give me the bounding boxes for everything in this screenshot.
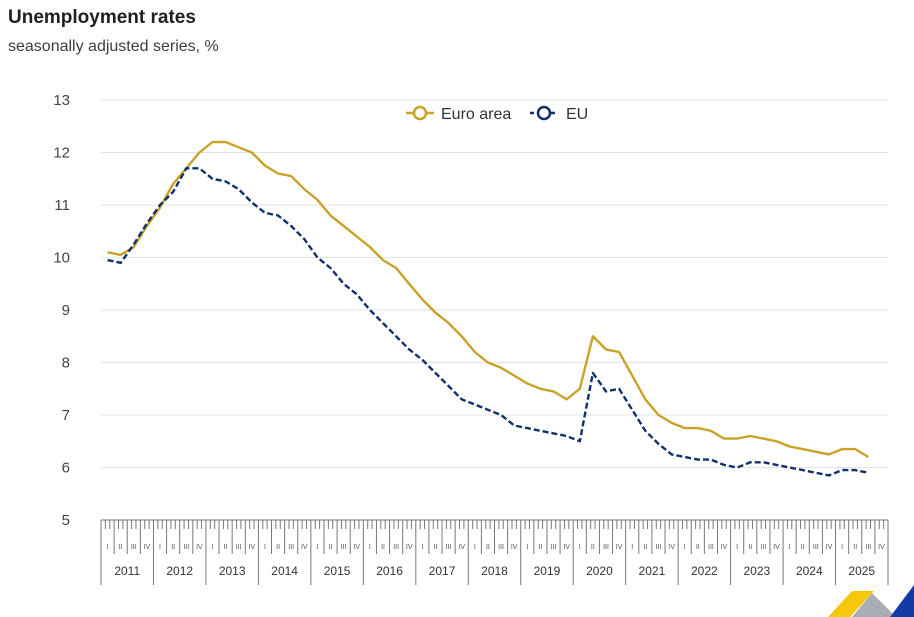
x-quarter-label: IV [196, 544, 203, 551]
series-euro-area-line [107, 140, 869, 459]
y-tick-label: 6 [62, 460, 70, 477]
x-quarter-label: III [603, 544, 609, 551]
x-quarter-label: IV [458, 544, 465, 551]
x-year-label: 2011 [114, 564, 140, 578]
x-year-label: 2019 [534, 564, 561, 578]
x-quarter-label: II [801, 544, 805, 551]
x-quarter-label: IV [406, 544, 413, 551]
x-quarter-label: IV [721, 544, 728, 551]
x-quarter-label: I [684, 544, 686, 551]
legend-euro-area-label: Euro area [441, 106, 511, 123]
x-quarter-label: III [656, 544, 662, 551]
legend-eu-label: EU [566, 106, 588, 123]
x-quarter-label: III [760, 544, 766, 551]
x-year-label: 2021 [639, 564, 666, 578]
y-tick-label: 10 [53, 250, 70, 267]
x-quarter-label: IV [144, 544, 151, 551]
x-quarter-label: II [486, 544, 490, 551]
x-quarter-label: IV [616, 544, 623, 551]
x-quarter-label: III [498, 544, 504, 551]
x-quarter-label: III [708, 544, 714, 551]
x-quarter-label: I [421, 544, 423, 551]
x-quarter-label: III [288, 544, 294, 551]
x-quarter-label: IV [826, 544, 833, 551]
x-year-label: 2020 [586, 564, 613, 578]
x-year-label: 2015 [324, 564, 351, 578]
series-lines [107, 140, 869, 477]
x-quarter-label: II [696, 544, 700, 551]
x-quarter-label: I [789, 544, 791, 551]
x-quarter-label: IV [249, 544, 256, 551]
x-quarter-label: II [381, 544, 385, 551]
x-quarter-label: IV [301, 544, 308, 551]
x-quarter-label: III [813, 544, 819, 551]
x-quarter-label: III [341, 544, 347, 551]
legend-euro-area-marker [412, 105, 428, 121]
series-eu-line [107, 167, 869, 477]
x-quarter-label: IV [353, 544, 360, 551]
x-quarter-label: IV [511, 544, 518, 551]
x-quarter-label: II [434, 544, 438, 551]
legend-eu-marker [536, 105, 552, 121]
x-year-label: 2014 [271, 564, 298, 578]
y-tick-label: 8 [62, 355, 70, 372]
x-quarter-label: IV [668, 544, 675, 551]
x-quarter-label: I [212, 544, 214, 551]
x-quarter-label: II [853, 544, 857, 551]
x-year-label: 2023 [743, 564, 770, 578]
x-quarter-label: III [393, 544, 399, 551]
x-quarter-label: II [748, 544, 752, 551]
y-tick-label: 9 [62, 302, 70, 319]
x-quarter-label: I [579, 544, 581, 551]
x-quarter-label: IV [563, 544, 570, 551]
x-quarter-label: II [171, 544, 175, 551]
eurostat-logo [828, 585, 914, 617]
chart-title: Unemployment rates [8, 7, 196, 28]
x-quarter-label: III [131, 544, 137, 551]
x-quarter-label: III [183, 544, 189, 551]
chart-subtitle: seasonally adjusted series, % [8, 38, 219, 55]
x-quarter-label: II [119, 544, 123, 551]
y-tick-label: 13 [53, 92, 70, 109]
x-year-label: 2013 [219, 564, 246, 578]
x-year-label: 2012 [166, 564, 193, 578]
x-quarter-label: I [264, 544, 266, 551]
x-year-label: 2018 [481, 564, 508, 578]
x-quarter-label: I [526, 544, 528, 551]
x-year-label: 2017 [429, 564, 456, 578]
x-quarter-label: I [107, 544, 109, 551]
x-quarter-label: II [276, 544, 280, 551]
x-quarter-label: II [224, 544, 228, 551]
y-tick-label: 11 [54, 197, 70, 214]
x-quarter-label: I [316, 544, 318, 551]
x-quarter-label: IV [773, 544, 780, 551]
x-quarter-label: I [736, 544, 738, 551]
x-quarter-label: III [865, 544, 871, 551]
x-axis: I II III IV I II III IV I II III IV I II III IV I II III IV… [100, 519, 889, 585]
x-year-label: 2022 [691, 564, 718, 578]
y-tick-label: 7 [62, 407, 70, 424]
x-quarter-label: III [236, 544, 242, 551]
x-year-label: 2025 [848, 564, 875, 578]
x-year-label: 2016 [376, 564, 403, 578]
x-quarter-label: I [631, 544, 633, 551]
y-axis-ticks: 5 6 7 8 9 10 11 12 13 [53, 92, 70, 529]
legend[interactable]: Euro area EU [406, 105, 588, 123]
y-tick-label: 5 [62, 512, 70, 529]
x-quarter-label: I [369, 544, 371, 551]
x-quarter-label: I [474, 544, 476, 551]
x-quarter-label: II [329, 544, 333, 551]
x-quarter-label: III [446, 544, 452, 551]
x-quarter-label: II [538, 544, 542, 551]
x-quarter-label: III [551, 544, 557, 551]
x-quarter-label: I [841, 544, 843, 551]
x-quarter-label: II [591, 544, 595, 551]
grid-lines [101, 99, 888, 521]
x-year-label: 2024 [796, 564, 823, 578]
x-quarter-label: IV [878, 544, 885, 551]
x-quarter-label: II [643, 544, 647, 551]
x-quarter-label: I [159, 544, 161, 551]
y-tick-label: 12 [53, 145, 70, 162]
